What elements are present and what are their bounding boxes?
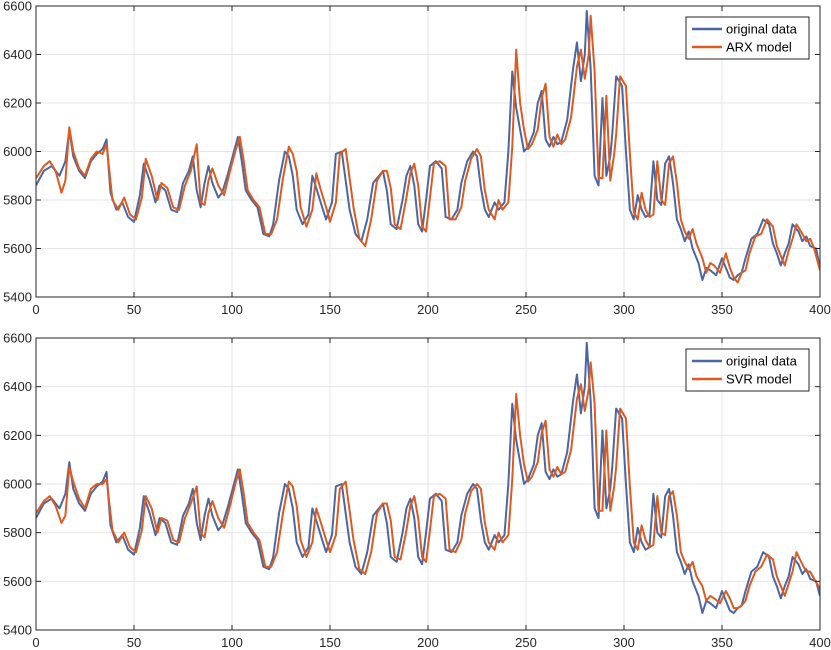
- legend-box: [685, 16, 810, 60]
- y-tick-label: 6000: [3, 477, 32, 492]
- legend-label: SVR model: [726, 372, 792, 387]
- series-line-original-data: [36, 9, 820, 282]
- x-tick-label: 100: [221, 302, 243, 317]
- x-tick-label: 150: [319, 635, 341, 650]
- x-tick-label: 50: [127, 302, 141, 317]
- legend-box: [685, 348, 810, 392]
- y-tick-label: 5600: [3, 241, 32, 256]
- x-tick-label: 150: [319, 302, 341, 317]
- y-tick-label: 6600: [3, 331, 32, 346]
- x-tick-label: 0: [32, 635, 39, 650]
- y-tick-label: 6400: [3, 379, 32, 394]
- x-tick-label: 250: [515, 635, 537, 650]
- x-tick-label: 300: [613, 302, 635, 317]
- x-tick-label: 200: [417, 635, 439, 650]
- y-tick-label: 5400: [3, 290, 32, 305]
- x-tick-label: 350: [711, 302, 733, 317]
- y-tick-label: 5800: [3, 525, 32, 540]
- x-tick-label: 300: [613, 635, 635, 650]
- chart-panel-2: 0 50 100 150 200 250 300 350 400 5400 5600 5800 6000…: [3, 331, 831, 650]
- y-tick-label: 6200: [3, 428, 32, 443]
- y-tick-label: 6400: [3, 47, 32, 62]
- x-tick-label: 200: [417, 302, 439, 317]
- series-line-original-data: [36, 341, 820, 614]
- chart-panel-1: 0 50 100 150 200 250 300 350 400 5400 5600 5800 6000…: [3, 0, 831, 317]
- x-tick-label: 250: [515, 302, 537, 317]
- x-tick-label: 50: [127, 635, 141, 650]
- y-tick-label: 6000: [3, 144, 32, 159]
- x-tick-label: 400: [809, 635, 831, 650]
- y-tick-label: 5800: [3, 193, 32, 208]
- series-line-arx-model: [36, 14, 820, 284]
- x-tick-label: 0: [32, 302, 39, 317]
- legend: original data ARX model: [685, 16, 810, 60]
- x-tick-label: 350: [711, 635, 733, 650]
- y-tick-label: 6600: [3, 0, 32, 14]
- legend-label: original data: [726, 354, 798, 369]
- y-tick-label: 6200: [3, 96, 32, 111]
- y-tick-label: 5600: [3, 574, 32, 589]
- y-tick-label: 5400: [3, 623, 32, 638]
- series-line-svr-model: [36, 361, 820, 610]
- legend: original data SVR model: [685, 348, 810, 392]
- x-tick-label: 400: [809, 302, 831, 317]
- x-tick-label: 100: [221, 635, 243, 650]
- legend-label: original data: [726, 22, 798, 37]
- legend-label: ARX model: [726, 40, 792, 55]
